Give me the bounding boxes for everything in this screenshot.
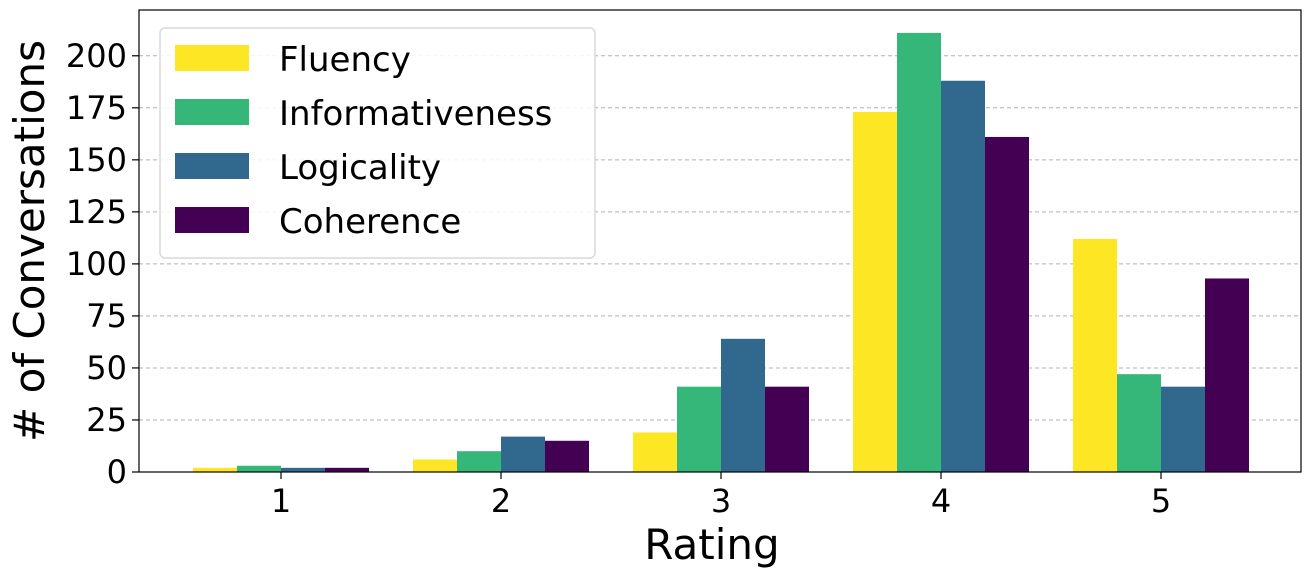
bar-logicality-3: [721, 338, 765, 472]
y-axis-label: # of Conversations: [5, 40, 54, 442]
y-tick-label: 75: [86, 297, 127, 335]
x-axis-label: Rating: [644, 520, 779, 569]
x-tick-label: 2: [491, 482, 511, 520]
bar-informativeness-4: [897, 32, 941, 472]
legend-label-logicality: Logicality: [279, 148, 441, 188]
legend-label-fluency: Fluency: [279, 40, 411, 80]
x-tick-label: 5: [1151, 482, 1171, 520]
y-tick-label: 0: [107, 453, 127, 491]
bar-logicality-2: [501, 436, 545, 472]
y-tick-label: 200: [66, 37, 127, 75]
bar-coherence-3: [765, 386, 809, 472]
bar-fluency-2: [413, 459, 457, 472]
legend-swatch-logicality: [175, 153, 249, 179]
y-tick-label: 25: [86, 401, 127, 439]
legend-frame: [159, 27, 596, 259]
bar-informativeness-2: [457, 451, 501, 472]
legend-swatch-fluency: [175, 45, 249, 71]
x-tick-label: 3: [711, 482, 731, 520]
x-tick-label: 4: [931, 482, 951, 520]
x-axis-ticks: 1 2 3 4 5: [271, 472, 1171, 520]
legend-label-coherence: Coherence: [279, 202, 461, 242]
bar-logicality-4: [941, 80, 985, 472]
legend: Fluency Informativeness Logicality Coherenc…: [159, 27, 596, 259]
legend-swatch-informativeness: [175, 99, 249, 125]
bar-logicality-5: [1161, 386, 1205, 472]
y-tick-label: 100: [66, 245, 127, 283]
bar-coherence-4: [985, 136, 1029, 472]
bar-fluency-1: [193, 467, 237, 472]
x-tick-label: 1: [271, 482, 291, 520]
y-tick-label: 150: [66, 141, 127, 179]
bar-coherence-5: [1205, 278, 1249, 472]
y-tick-label: 175: [66, 89, 127, 127]
y-tick-label: 125: [66, 193, 127, 231]
legend-label-informativeness: Informativeness: [279, 94, 552, 134]
bars: [193, 32, 1249, 473]
y-tick-label: 50: [86, 349, 127, 387]
bar-informativeness-3: [677, 386, 721, 472]
bar-informativeness-5: [1117, 374, 1161, 472]
bar-informativeness-1: [237, 465, 281, 472]
bar-fluency-3: [633, 432, 677, 472]
bar-fluency-4: [853, 111, 897, 473]
bar-coherence-1: [325, 467, 369, 472]
legend-swatch-coherence: [175, 207, 249, 233]
plot-frame: [138, 9, 1302, 473]
bar-fluency-5: [1073, 238, 1117, 472]
bar-coherence-2: [545, 440, 589, 472]
y-axis-ticks: 0 25 50 75 100 125 150 175 200: [66, 37, 139, 491]
bar-logicality-1: [281, 467, 325, 472]
